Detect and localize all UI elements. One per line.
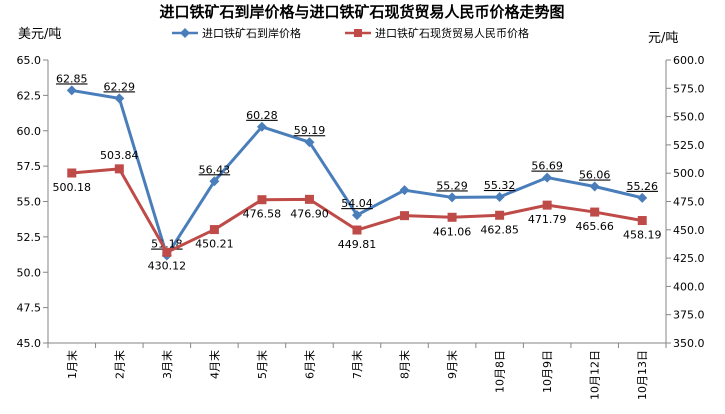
data-point [209, 225, 219, 235]
data-label: 449.81 [338, 238, 377, 251]
data-label: 462.85 [480, 223, 519, 236]
right-tick-label: 375.0 [673, 309, 705, 322]
right-tick-label: 475.0 [673, 196, 705, 209]
data-label: 59.19 [294, 124, 326, 137]
left-tick-label: 52.5 [17, 231, 42, 244]
data-label: 55.26 [626, 180, 658, 193]
data-point [304, 194, 314, 204]
x-tick-label: 8月末 [398, 350, 412, 379]
right-tick-label: 575.0 [673, 82, 705, 95]
data-point [399, 185, 410, 196]
data-point [447, 192, 458, 203]
data-label: 476.90 [290, 207, 329, 220]
x-tick-label: 4月末 [207, 350, 221, 379]
left-tick-label: 47.5 [17, 302, 42, 315]
right-tick-label: 425.0 [673, 252, 705, 265]
data-label: 62.85 [56, 72, 88, 85]
right-tick-label: 500.0 [673, 167, 705, 180]
data-point [304, 137, 315, 148]
data-point [637, 216, 647, 226]
data-label: 55.32 [484, 179, 516, 192]
right-tick-label: 400.0 [673, 280, 705, 293]
data-label: 430.12 [148, 259, 187, 272]
data-label: 458.19 [623, 229, 662, 242]
data-label: 62.29 [104, 80, 136, 93]
data-point [114, 93, 125, 104]
chart-title: 进口铁矿石到岸价格与进口铁矿石现货贸易人民币价格走势图 [159, 3, 564, 21]
data-point [494, 191, 505, 202]
data-point [162, 247, 172, 257]
legend-label: 进口铁矿石现货贸易人民币价格 [375, 26, 529, 40]
data-label: 56.69 [531, 160, 563, 173]
data-point [542, 200, 552, 210]
x-tick-label: 10月13日 [636, 350, 649, 400]
x-tick-label: 10月8日 [494, 350, 507, 393]
data-point [590, 207, 600, 217]
right-tick-label: 600.0 [673, 54, 705, 67]
data-label: 471.79 [528, 213, 567, 226]
data-point [495, 210, 505, 220]
left-tick-label: 62.5 [17, 89, 42, 102]
data-point [352, 210, 362, 221]
x-tick-label: 10月9日 [541, 350, 554, 393]
x-tick-label: 7月末 [350, 350, 364, 379]
left-tick-label: 45.0 [17, 337, 42, 350]
x-tick-label: 10月12日 [589, 350, 602, 400]
data-point [257, 195, 267, 205]
data-point [256, 121, 267, 132]
data-label: 503.84 [100, 149, 139, 162]
plot-area: 45.0 47.5 50.0 52.5 55.0 57.5 60.0 62.5 65.0 350.… [17, 26, 705, 400]
x-tick-label: 9月末 [445, 350, 459, 379]
right-axis-unit: 元/吨 [648, 31, 678, 46]
data-point [352, 225, 362, 235]
left-tick-label: 50.0 [17, 266, 42, 279]
data-label: 500.18 [53, 181, 92, 194]
data-label: 55.29 [436, 179, 468, 192]
legend-marker [180, 28, 190, 38]
legend-label: 进口铁矿石到岸价格 [202, 26, 301, 40]
data-label: 60.28 [246, 109, 278, 122]
right-tick-label: 450.0 [673, 224, 705, 237]
left-tick-label: 65.0 [17, 54, 42, 67]
x-tick-label: 6月末 [302, 350, 316, 379]
legend-marker [354, 29, 362, 37]
data-label: 450.21 [195, 238, 234, 251]
data-point [209, 176, 220, 187]
x-tick-label: 1月末 [65, 350, 79, 379]
x-tick-label: 3月末 [160, 350, 174, 379]
data-label: 461.06 [433, 225, 472, 238]
left-tick-label: 55.0 [17, 196, 42, 209]
data-point [589, 181, 600, 192]
left-tick-label: 60.0 [17, 125, 42, 138]
data-label: 476.58 [243, 208, 282, 221]
left-tick-label: 57.5 [17, 160, 42, 173]
x-tick-label: 5月末 [255, 350, 269, 379]
data-point [67, 168, 77, 178]
data-label: 465.66 [575, 220, 614, 233]
data-label: 54.04 [341, 197, 373, 210]
data-label: 56.43 [199, 163, 231, 176]
data-point [66, 85, 77, 96]
data-point [542, 172, 553, 183]
x-tick-label: 2月末 [112, 350, 126, 379]
data-point [637, 192, 648, 203]
data-point [447, 212, 457, 222]
data-point [114, 164, 124, 174]
data-point [400, 211, 410, 221]
right-tick-label: 550.0 [673, 111, 705, 124]
data-label: 56.06 [579, 169, 611, 182]
right-tick-label: 350.0 [673, 337, 705, 350]
right-tick-label: 525.0 [673, 139, 705, 152]
left-axis-unit: 美元/吨 [18, 27, 61, 42]
